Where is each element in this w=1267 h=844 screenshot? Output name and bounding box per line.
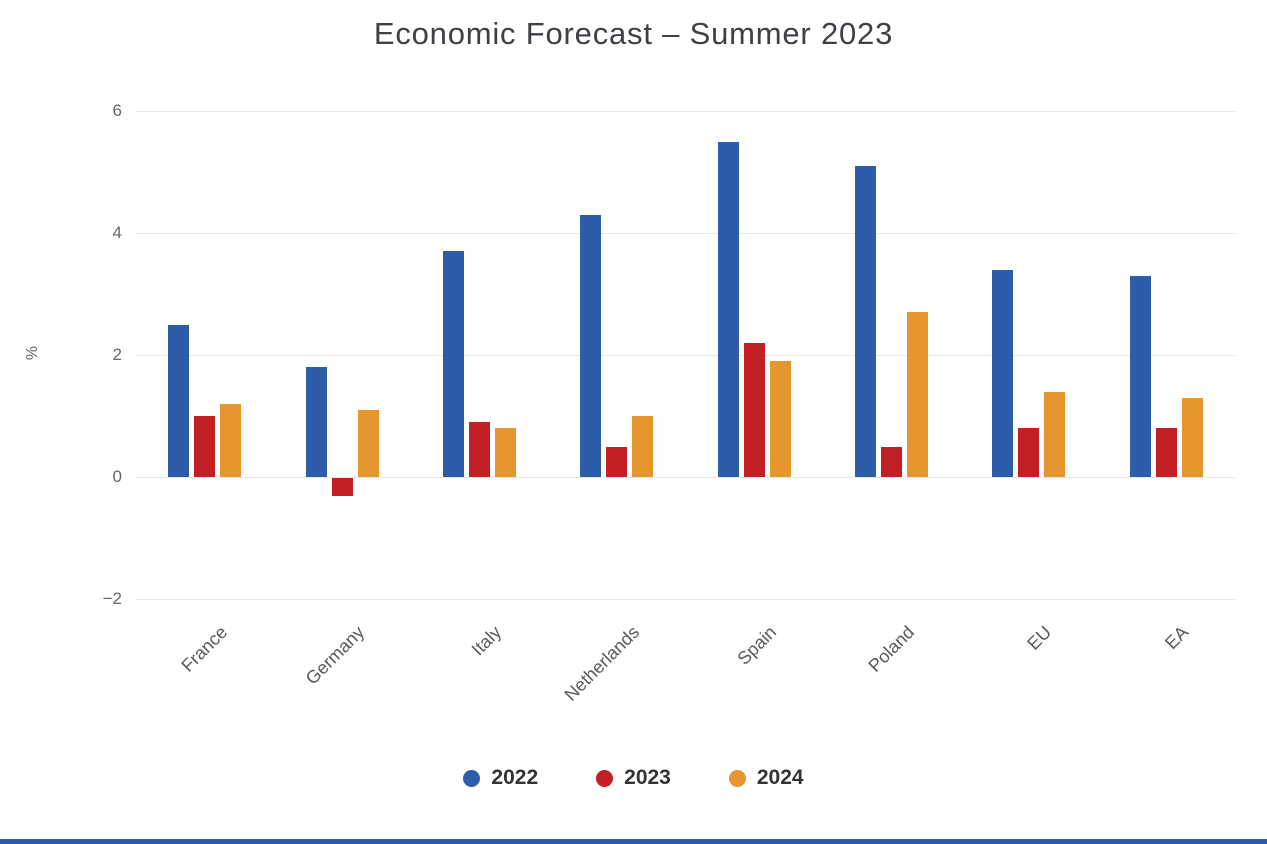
y-tick-label: −2 xyxy=(102,589,122,608)
y-axis-label: % xyxy=(24,345,42,361)
bar-2024-ea[interactable] xyxy=(1181,397,1203,477)
bar-2023-netherlands[interactable] xyxy=(606,446,628,477)
bar-2024-netherlands[interactable] xyxy=(632,416,654,477)
legend-marker-icon xyxy=(728,769,746,787)
legend-item-2023[interactable]: 2023 xyxy=(596,766,671,790)
legend-label: 2022 xyxy=(491,766,539,789)
bar-2024-poland[interactable] xyxy=(907,312,929,477)
bar-2024-germany[interactable] xyxy=(357,409,379,477)
bar-2024-spain[interactable] xyxy=(769,361,791,477)
bar-2023-eu[interactable] xyxy=(1018,428,1040,477)
y-tick-label: 6 xyxy=(112,101,122,120)
legend-marker-icon xyxy=(596,769,614,787)
legend-marker-icon xyxy=(463,769,481,787)
bar-2023-spain[interactable] xyxy=(743,342,765,477)
bar-2023-italy[interactable] xyxy=(468,422,490,477)
gridline xyxy=(136,599,1235,600)
y-tick-label: 4 xyxy=(112,223,122,242)
x-axis-label-spain: Spain xyxy=(733,622,781,669)
legend-item-2022[interactable]: 2022 xyxy=(463,766,538,790)
y-tick-label: 2 xyxy=(112,345,122,364)
x-axis-label-poland: Poland xyxy=(863,622,918,676)
gridline xyxy=(136,477,1235,478)
x-axis-label-germany: Germany xyxy=(301,622,369,689)
legend: 2022 2023 2024 xyxy=(0,766,1267,790)
legend-label: 2023 xyxy=(624,766,671,789)
bar-2024-eu[interactable] xyxy=(1044,391,1066,477)
x-axis-label-france: France xyxy=(177,622,231,676)
bar-2023-france[interactable] xyxy=(194,416,216,477)
bar-2022-eu[interactable] xyxy=(992,269,1014,477)
x-axis-label-ea: EA xyxy=(1161,622,1193,654)
bar-2024-france[interactable] xyxy=(220,403,242,477)
x-axis-label-italy: Italy xyxy=(468,622,506,660)
bar-2023-ea[interactable] xyxy=(1155,428,1177,477)
bar-2024-italy[interactable] xyxy=(494,428,516,477)
gridline xyxy=(136,355,1235,356)
y-tick-label: 0 xyxy=(112,467,122,486)
x-axis-label-eu: EU xyxy=(1023,622,1056,654)
gridline xyxy=(136,233,1235,234)
gridline xyxy=(136,111,1235,112)
bar-2022-netherlands[interactable] xyxy=(580,214,602,477)
bar-2022-france[interactable] xyxy=(168,324,190,477)
chart-title: Economic Forecast – Summer 2023 xyxy=(373,16,894,51)
bar-2022-spain[interactable] xyxy=(717,141,739,477)
bar-2023-germany[interactable] xyxy=(331,478,353,497)
legend-label: 2024 xyxy=(756,766,804,789)
bar-2022-italy[interactable] xyxy=(442,251,464,477)
bottom-accent-bar xyxy=(0,839,1267,844)
bar-2022-poland[interactable] xyxy=(855,165,877,477)
x-axis-label-netherlands: Netherlands xyxy=(560,622,643,705)
legend-item-2024[interactable]: 2024 xyxy=(728,766,804,790)
bar-2022-germany[interactable] xyxy=(305,367,327,477)
bar-2022-ea[interactable] xyxy=(1129,275,1151,477)
bar-2023-poland[interactable] xyxy=(881,446,903,477)
